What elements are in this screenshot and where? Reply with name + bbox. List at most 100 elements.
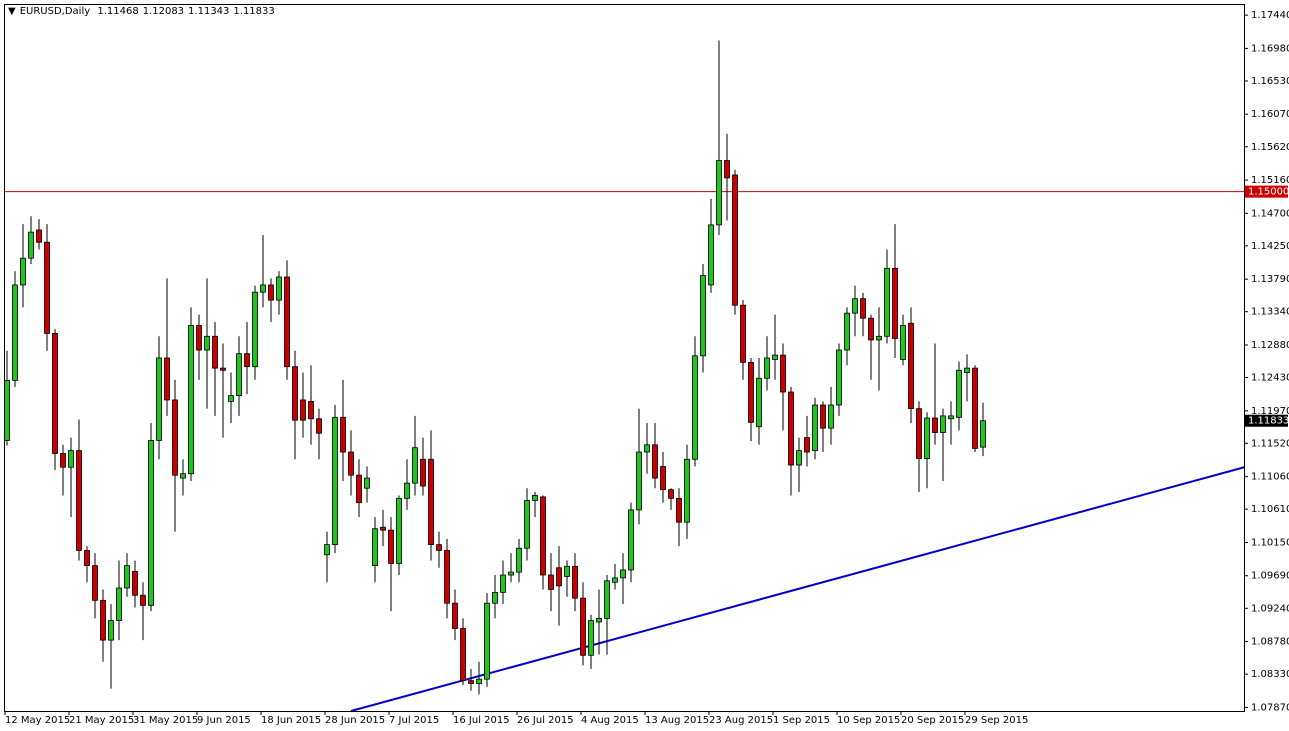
level-label-box [1245, 185, 1288, 198]
candle-body [164, 357, 170, 401]
y-tick-label: 1.09690 [1251, 571, 1289, 582]
candle-body [868, 317, 874, 341]
x-tick-label: 23 Aug 2015 [709, 715, 773, 726]
y-tick-label: 1.14250 [1251, 241, 1289, 252]
candle-body [276, 276, 282, 301]
candle-body [332, 416, 338, 546]
candle-body [956, 369, 962, 418]
y-tick-label: 1.16530 [1251, 76, 1289, 87]
candle-body [124, 565, 130, 589]
candle-body [212, 335, 218, 369]
candle-body [852, 298, 858, 314]
candle-body [132, 570, 138, 596]
x-tick-label: 16 Jul 2015 [453, 715, 510, 726]
candle-body [428, 458, 434, 546]
candle-body [364, 477, 370, 489]
candle-body [628, 509, 634, 571]
x-tick-label: 1 Sep 2015 [773, 715, 830, 726]
candle-body [204, 335, 210, 351]
candle-body [764, 357, 770, 379]
candle-body [36, 229, 42, 243]
candle-body [980, 420, 986, 448]
plot-frame [4, 4, 1245, 712]
x-tick-label: 31 May 2015 [133, 715, 198, 726]
y-tick-label: 1.15620 [1251, 142, 1289, 153]
candle-body [828, 404, 834, 429]
candle-body [684, 458, 690, 523]
candle-body [804, 437, 810, 453]
level-label: 1.15000 [1248, 187, 1289, 198]
candle-body [588, 620, 594, 656]
candle-body [636, 451, 642, 511]
candle-body [500, 574, 506, 593]
candle-body [460, 628, 466, 682]
y-tick-label: 1.07870 [1251, 702, 1289, 713]
candle-body [532, 495, 538, 501]
candle-body [548, 574, 554, 590]
y-tick-label: 1.10610 [1251, 504, 1289, 515]
candle-body [780, 354, 786, 393]
candle-body [452, 602, 458, 629]
candle-body [812, 404, 818, 451]
candle-body [84, 550, 90, 567]
candle-body [676, 497, 682, 523]
y-tick-label: 1.13340 [1251, 307, 1289, 318]
candle-body [916, 408, 922, 459]
price-label-box [1245, 414, 1288, 427]
header-close: 1.11833 [233, 6, 275, 17]
candle-body [68, 450, 74, 468]
candle-body [740, 304, 746, 363]
candle-body [468, 680, 474, 684]
y-tick-label: 1.08780 [1251, 637, 1289, 648]
candle-body [484, 602, 490, 680]
candle-body [860, 298, 866, 319]
candle-body [692, 355, 698, 460]
y-tick-label: 1.11970 [1251, 406, 1289, 417]
candle-body [716, 160, 722, 226]
candle-body [28, 231, 34, 259]
candle-body [556, 567, 562, 587]
candle-body [76, 450, 82, 551]
y-tick-label: 1.11060 [1251, 472, 1289, 483]
candle-body [724, 160, 730, 179]
candle-body [180, 473, 186, 479]
candle-body [260, 284, 266, 293]
y-tick-label: 1.12880 [1251, 340, 1289, 351]
y-tick-label: 1.13790 [1251, 274, 1289, 285]
candle-body [572, 565, 578, 599]
candle-body [388, 529, 394, 564]
candle-body [5, 380, 10, 441]
candle-body [244, 353, 250, 368]
x-tick-label: 20 Sep 2015 [901, 715, 964, 726]
candle-body [156, 357, 162, 441]
candle-body [604, 580, 610, 619]
candle-body [340, 416, 346, 453]
candle-body [700, 275, 706, 357]
candle-body [564, 565, 570, 577]
x-tick-label: 21 May 2015 [69, 715, 134, 726]
candle-body [796, 450, 802, 466]
header-open: 1.11468 [97, 6, 139, 17]
header-low: 1.11343 [188, 6, 230, 17]
menu-triangle[interactable]: ▼ [8, 6, 16, 17]
candle-body [172, 399, 178, 476]
x-tick-label: 29 Sep 2015 [965, 715, 1028, 726]
candle-body [748, 361, 754, 423]
candle-body [60, 453, 66, 468]
candle-body [92, 565, 98, 601]
y-tick-label: 1.15160 [1251, 175, 1289, 186]
price-label: 1.11833 [1248, 416, 1289, 427]
candle-body [620, 569, 626, 579]
candle-body [52, 333, 58, 454]
x-tick-label: 4 Aug 2015 [581, 715, 639, 726]
x-tick-label: 10 Sep 2015 [837, 715, 900, 726]
candle-body [380, 526, 386, 531]
candle-body [940, 415, 946, 433]
candle-body [508, 571, 514, 576]
candle-body [476, 678, 482, 684]
y-tick-label: 1.16980 [1251, 43, 1289, 54]
candle-body [900, 325, 906, 360]
candle-body [580, 597, 586, 656]
